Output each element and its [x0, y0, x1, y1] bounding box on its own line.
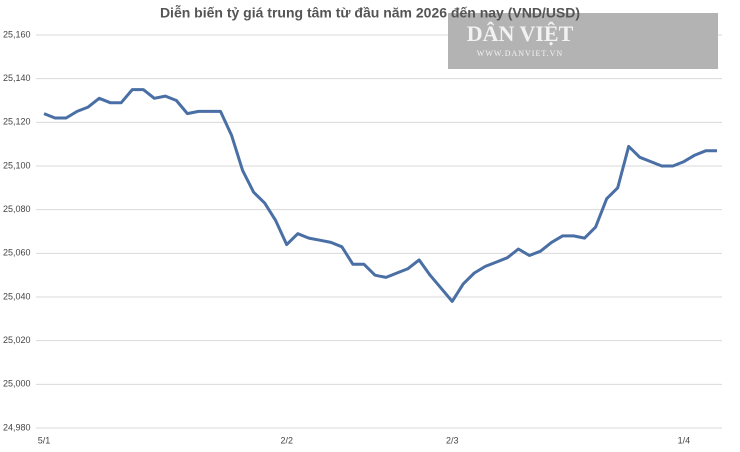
- y-tick-label: 25,040: [3, 291, 31, 301]
- y-tick-label: 25,060: [3, 248, 31, 258]
- x-tick-label: 2/2: [280, 435, 293, 445]
- x-tick-label: 5/1: [38, 435, 51, 445]
- y-tick-label: 25,120: [3, 117, 31, 127]
- y-tick-label: 25,160: [3, 29, 31, 39]
- y-tick-label: 25,020: [3, 335, 31, 345]
- y-tick-label: 25,100: [3, 160, 31, 170]
- y-tick-label: 25,080: [3, 204, 31, 214]
- watermark-box: [448, 13, 718, 69]
- y-tick-label: 25,000: [3, 379, 31, 389]
- x-tick-label: 2/3: [446, 435, 459, 445]
- line: [43, 88, 717, 303]
- watermark-logo: DÂN VIỆT: [467, 21, 574, 46]
- y-tick-label: 25,140: [3, 73, 31, 83]
- y-tick-label: 24,980: [3, 422, 31, 432]
- x-tick-label: 1/4: [678, 435, 691, 445]
- chart-title: Diễn biến tỷ giá trung tâm từ đầu năm 20…: [160, 5, 580, 21]
- watermark-url: WWW.DANVIET.VN: [477, 49, 563, 58]
